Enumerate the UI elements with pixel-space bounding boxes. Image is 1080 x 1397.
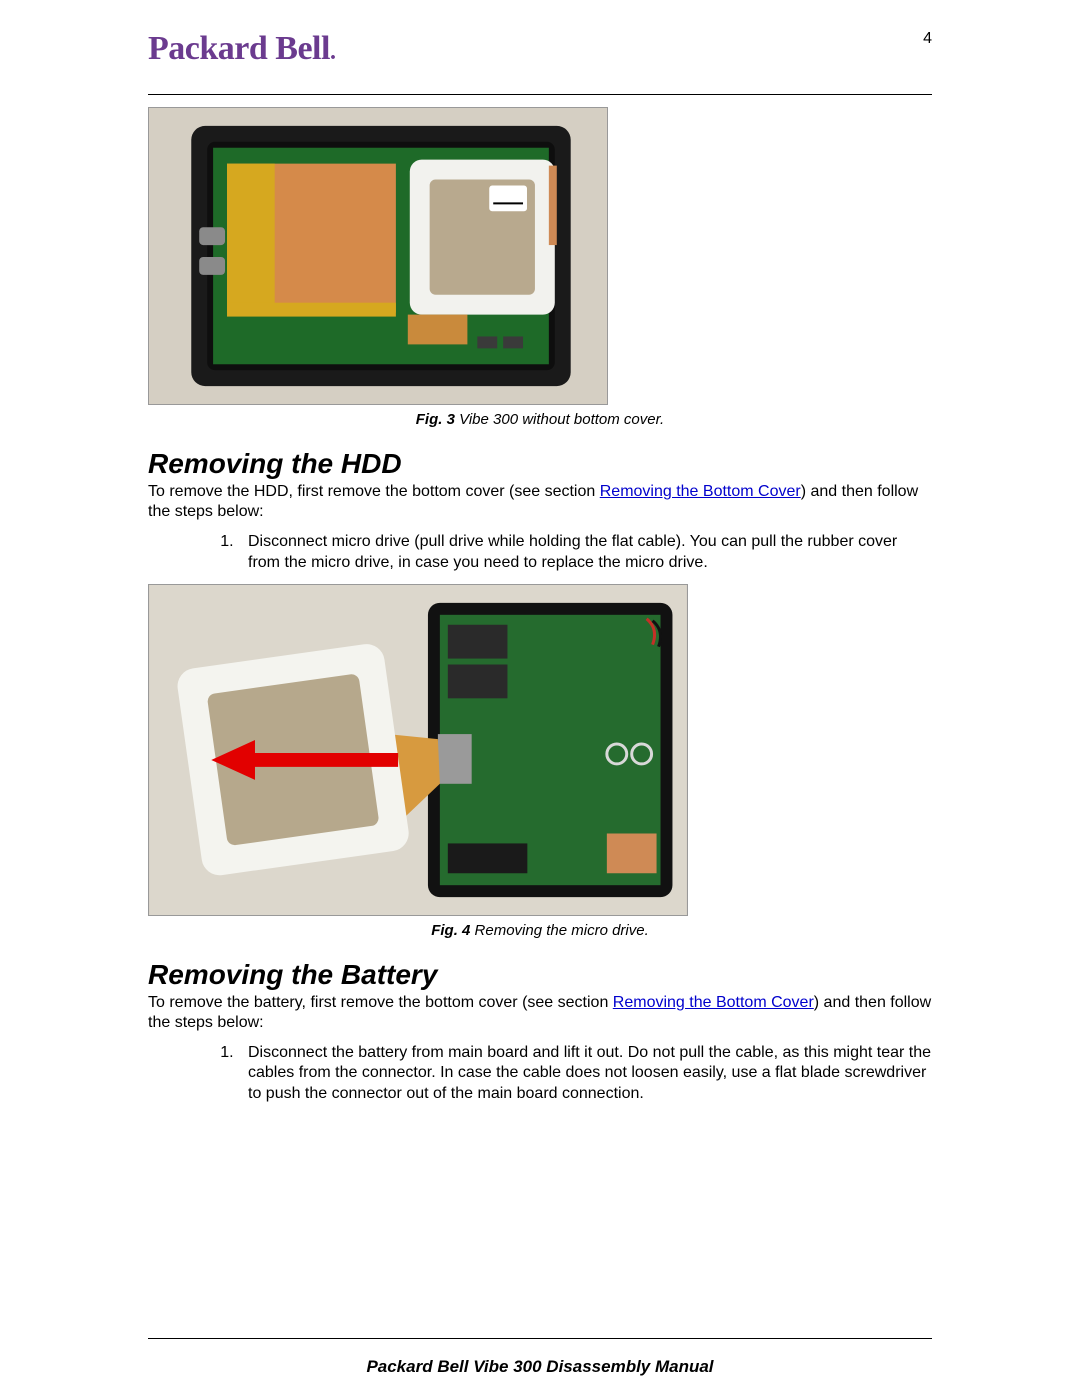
figure-4: Fig. 4 Removing the micro drive. xyxy=(148,584,932,939)
figure-4-image xyxy=(148,584,688,916)
battery-steps: Disconnect the battery from main board a… xyxy=(238,1043,932,1105)
page: Packard Bell. 4 xyxy=(0,0,1080,1397)
hdd-step-1: Disconnect micro drive (pull drive while… xyxy=(238,532,932,574)
link-removing-bottom-cover-2[interactable]: Removing the Bottom Cover xyxy=(613,994,814,1011)
figure-3: Fig. 3 Vibe 300 without bottom cover. xyxy=(148,107,932,428)
batt-intro-pre: To remove the battery, first remove the … xyxy=(148,994,613,1011)
figure-3-caption-text: Vibe 300 without bottom cover. xyxy=(455,411,664,428)
brand-text: Packard Bell xyxy=(148,30,330,67)
battery-step-1: Disconnect the battery from main board a… xyxy=(238,1043,932,1105)
figure-4-caption-text: Removing the micro drive. xyxy=(470,922,648,939)
page-number: 4 xyxy=(923,30,932,48)
brand-logo: Packard Bell. xyxy=(148,30,335,68)
section-battery-title: Removing the Battery xyxy=(148,959,932,991)
figure-3-image xyxy=(148,107,608,405)
figure-4-caption: Fig. 4 Removing the micro drive. xyxy=(148,922,932,939)
figure-4-label: Fig. 4 xyxy=(431,922,470,939)
brand-dot: . xyxy=(330,39,336,65)
figure-3-caption: Fig. 3 Vibe 300 without bottom cover. xyxy=(148,411,932,428)
hdd-intro-pre: To remove the HDD, first remove the bott… xyxy=(148,483,600,500)
hdd-steps: Disconnect micro drive (pull drive while… xyxy=(238,532,932,574)
section-hdd-title: Removing the HDD xyxy=(148,448,932,480)
footer-text: Packard Bell Vibe 300 Disassembly Manual xyxy=(148,1357,932,1377)
section-hdd-intro: To remove the HDD, first remove the bott… xyxy=(148,482,932,522)
figure-3-label: Fig. 3 xyxy=(416,411,455,428)
header: Packard Bell. 4 xyxy=(148,30,932,90)
content: Fig. 3 Vibe 300 without bottom cover. Re… xyxy=(148,107,932,1332)
section-battery-intro: To remove the battery, first remove the … xyxy=(148,993,932,1033)
header-rule xyxy=(148,94,932,95)
link-removing-bottom-cover[interactable]: Removing the Bottom Cover xyxy=(600,483,801,500)
footer-rule xyxy=(148,1338,932,1339)
